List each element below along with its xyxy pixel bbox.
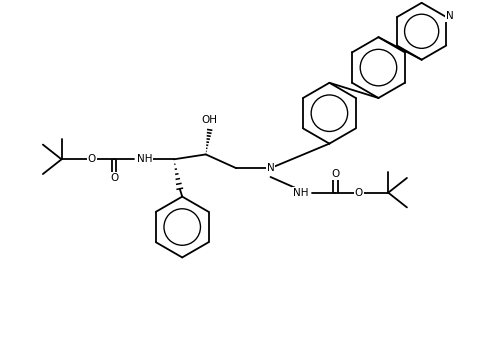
Text: N: N (267, 163, 275, 173)
Text: O: O (88, 154, 96, 164)
Text: O: O (110, 173, 118, 183)
Text: O: O (355, 188, 363, 198)
Text: OH: OH (202, 115, 217, 125)
Text: O: O (331, 169, 339, 179)
Text: NH: NH (137, 154, 152, 164)
Text: N: N (446, 11, 454, 21)
Text: NH: NH (293, 188, 308, 198)
